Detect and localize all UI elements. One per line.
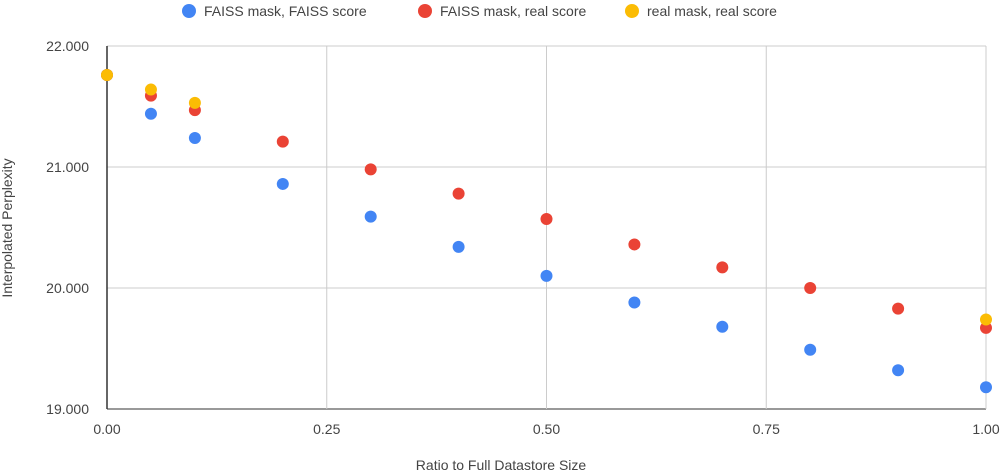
y-tick-label: 19.000 <box>46 401 89 417</box>
data-point <box>980 381 992 394</box>
x-tick-label: 0.50 <box>533 421 560 437</box>
y-tick-label: 21.000 <box>46 159 89 175</box>
legend-label: FAISS mask, FAISS score <box>204 3 367 19</box>
x-tick-label: 0.00 <box>93 421 120 437</box>
data-point <box>628 296 641 309</box>
legend-marker <box>418 4 432 18</box>
data-point <box>804 343 817 356</box>
data-point <box>364 163 377 176</box>
data-point <box>101 69 113 82</box>
legend-label: real mask, real score <box>647 3 777 19</box>
legend-label: FAISS mask, real score <box>440 3 586 19</box>
data-point <box>452 240 465 253</box>
x-tick-label: 0.75 <box>753 421 780 437</box>
data-point <box>276 177 289 190</box>
legend-marker <box>182 4 196 18</box>
y-tick-label: 20.000 <box>46 280 89 296</box>
data-point <box>716 320 729 333</box>
data-point <box>276 135 289 148</box>
legend-marker <box>625 4 639 18</box>
data-point <box>804 282 817 294</box>
data-point <box>144 107 157 120</box>
x-tick-label: 1.00 <box>972 421 999 437</box>
y-axis-label: Interpolated Perplexity <box>0 158 15 297</box>
data-point <box>980 313 992 326</box>
data-point <box>892 364 905 377</box>
data-point <box>144 83 157 96</box>
data-point <box>540 269 553 282</box>
data-point <box>188 96 201 109</box>
data-point <box>892 302 905 315</box>
data-point <box>364 210 377 223</box>
data-point <box>980 321 992 334</box>
x-tick-label: 0.25 <box>313 421 340 437</box>
data-point <box>716 261 729 274</box>
legend: FAISS mask, FAISS score FAISS mask, real … <box>182 3 777 19</box>
y-tick-label: 22.000 <box>46 38 89 54</box>
data-point <box>188 131 201 144</box>
data-point <box>452 187 465 200</box>
data-point <box>628 238 641 251</box>
data-point <box>540 213 553 226</box>
x-axis-label: Ratio to Full Datastore Size <box>416 457 587 473</box>
